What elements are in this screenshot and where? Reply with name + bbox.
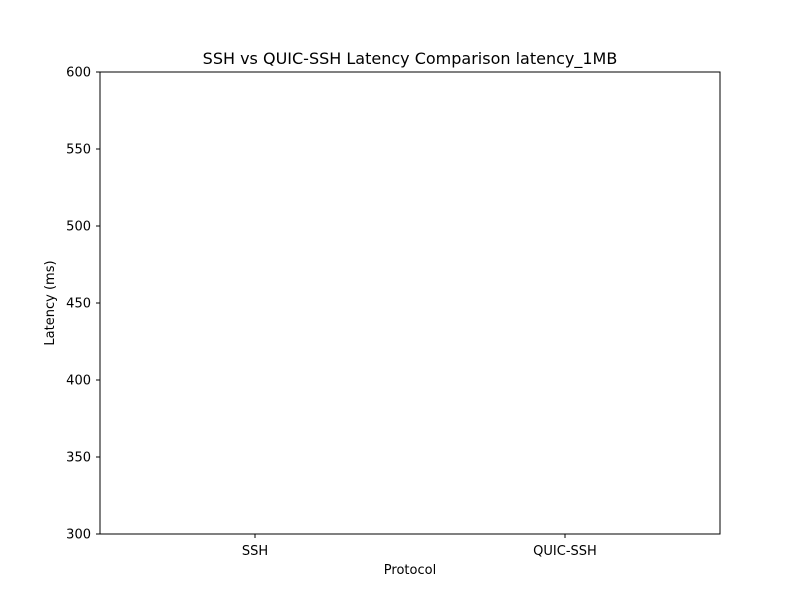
y-tick-label: 300 [66,528,91,543]
y-axis: 300 350 400 450 500 550 600 [66,66,100,543]
y-tick-label: 500 [66,220,91,235]
y-tick-label: 400 [66,374,91,389]
y-tick-label: 600 [66,66,91,81]
chart-title: SSH vs QUIC-SSH Latency Comparison laten… [203,49,618,69]
y-tick-label: 450 [66,297,91,312]
y-axis-label: Latency (ms) [43,260,58,345]
y-tick-label: 350 [66,451,91,466]
x-tick-label: QUIC-SSH [533,544,597,559]
y-tick-label: 550 [66,143,91,158]
x-tick-label: SSH [242,544,268,559]
plot-area-frame [99,71,721,535]
x-axis-label: Protocol [384,563,436,578]
x-axis: SSH QUIC-SSH [242,534,597,559]
